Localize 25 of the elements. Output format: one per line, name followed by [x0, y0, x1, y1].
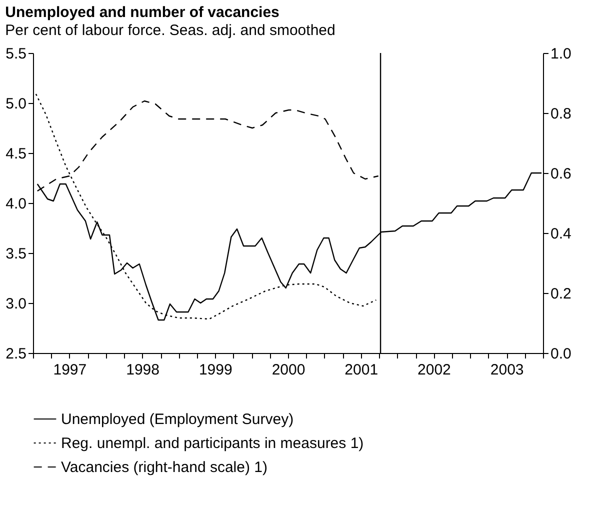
x-tick-label: 2000	[272, 362, 306, 378]
legend-label: Unemployed (Employment Survey)	[61, 411, 294, 428]
x-tick-label: 2002	[418, 362, 451, 378]
y-tick-label: 4.5	[6, 146, 26, 162]
y2-tick-label: 0.0	[550, 346, 572, 362]
y-tick-label: 4.0	[6, 196, 26, 212]
y-tick-label: 3.0	[6, 296, 26, 312]
x-tick-label: 1997	[53, 362, 87, 378]
x-tick-label: 2003	[490, 362, 524, 378]
x-tick-label: 1999	[198, 362, 232, 378]
y2-tick-label: 1.0	[550, 46, 572, 62]
y2-tick-label: 0.4	[550, 226, 572, 242]
x-tick-label: 2001	[344, 362, 378, 378]
chart-subtitle: Per cent of labour force. Seas. adj. and smoothed	[5, 22, 336, 39]
x-tick-label: 1998	[126, 362, 160, 378]
chart-title: Unemployed and number of vacancies	[5, 4, 280, 21]
legend-label: Vacancies (right-hand scale) 1)	[61, 459, 268, 476]
y-tick-label: 3.5	[6, 246, 26, 262]
y-tick-label: 5.5	[6, 46, 26, 62]
y-tick-label: 5.0	[6, 96, 26, 112]
y2-tick-label: 0.6	[550, 166, 572, 182]
legend-label: Reg. unempl. and participants in measures 1)	[61, 435, 364, 452]
y2-tick-label: 0.2	[550, 286, 572, 302]
y-tick-label: 2.5	[6, 346, 26, 362]
y2-tick-label: 0.8	[550, 106, 572, 122]
